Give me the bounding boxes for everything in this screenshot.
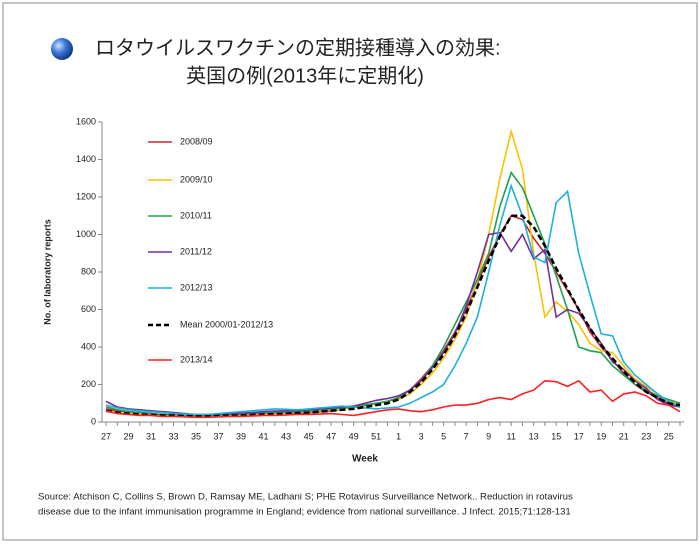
x-tick-label: 17 (574, 431, 584, 441)
x-tick-label: 33 (169, 431, 179, 441)
y-axis-label: No. of laboratory reports (42, 219, 52, 325)
x-tick-label: 9 (486, 431, 491, 441)
y-tick-label: 200 (81, 379, 96, 389)
y-tick-label: 800 (81, 266, 96, 276)
x-tick-label: 27 (101, 431, 111, 441)
x-tick-label: 1 (396, 431, 401, 441)
title-line: 英国の例(2013年に定期化) (186, 64, 424, 87)
x-tick-label: 7 (464, 431, 469, 441)
slide-border (2, 2, 698, 541)
x-tick-label: 29 (124, 431, 134, 441)
x-tick-label: 45 (304, 431, 314, 441)
legend-label: Mean 2000/01-2012/13 (180, 319, 273, 329)
y-tick-label: 1600 (76, 116, 96, 126)
x-tick-label: 23 (641, 431, 651, 441)
x-axis-label: Week (352, 454, 378, 465)
legend-label: 2012/13 (180, 282, 213, 292)
y-tick-label: 1200 (76, 191, 96, 201)
x-tick-label: 49 (349, 431, 359, 441)
x-tick-label: 15 (551, 431, 561, 441)
source-line: Source: Atchison C, Collins S, Brown D, … (38, 492, 573, 503)
x-tick-label: 3 (419, 431, 424, 441)
y-tick-label: 1000 (76, 229, 96, 239)
legend-label: 2011/12 (180, 246, 212, 256)
x-tick-label: 31 (146, 431, 156, 441)
y-tick-label: 600 (81, 304, 96, 314)
x-tick-label: 47 (326, 431, 336, 441)
bullet (51, 38, 73, 60)
title-line: ロタウイルスワクチンの定期接種導入の効果: (95, 36, 501, 59)
x-tick-label: 21 (619, 431, 629, 441)
y-tick-label: 0 (91, 416, 96, 426)
y-tick-label: 400 (81, 341, 96, 351)
x-tick-label: 37 (214, 431, 224, 441)
series-line (105, 214, 681, 418)
x-tick-label: 43 (281, 431, 291, 441)
series-line (105, 379, 681, 419)
legend-label: 2010/11 (180, 210, 212, 220)
series-line (105, 183, 681, 416)
x-tick-label: 25 (664, 431, 674, 441)
x-tick-label: 51 (371, 431, 381, 441)
x-tick-label: 35 (191, 431, 201, 441)
x-tick-label: 13 (529, 431, 539, 441)
x-tick-label: 41 (259, 431, 269, 441)
legend-label: 2009/10 (180, 174, 213, 184)
y-tick-label: 1400 (76, 154, 96, 164)
x-tick-label: 5 (441, 431, 446, 441)
source-line: disease due to the infant immunisation p… (38, 507, 571, 518)
legend-label: 2013/14 (180, 354, 213, 364)
x-tick-label: 39 (236, 431, 246, 441)
x-tick-label: 19 (596, 431, 606, 441)
legend-label: 2008/09 (180, 136, 213, 146)
x-tick-label: 11 (507, 431, 516, 441)
